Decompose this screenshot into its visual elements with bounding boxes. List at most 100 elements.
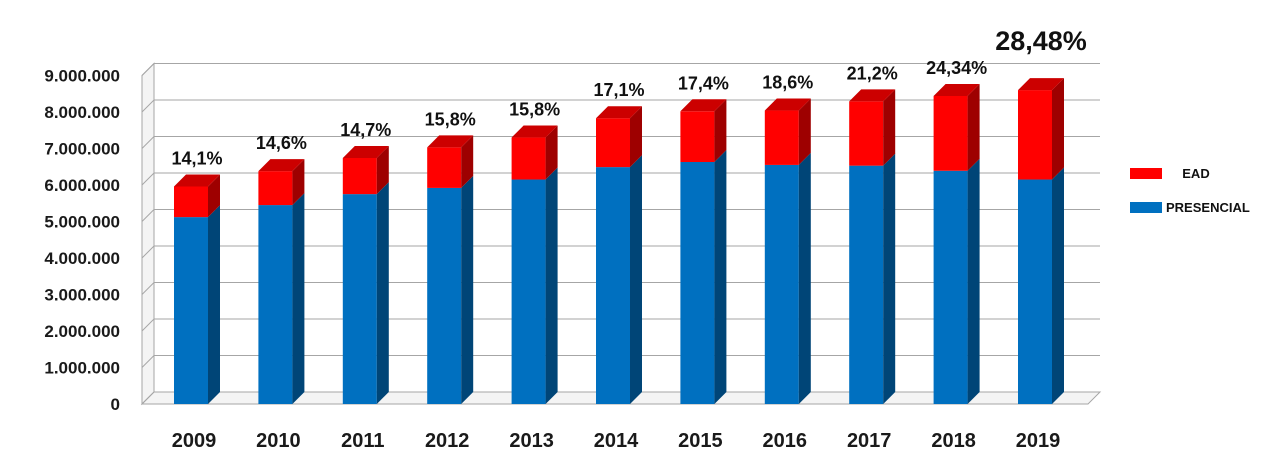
bar-front (511, 137, 546, 180)
bar-front (427, 147, 462, 188)
bar-front (933, 95, 968, 171)
bar-presencial-2009 (174, 205, 220, 404)
y-tick-label: 2.000.000 (44, 322, 120, 341)
y-tick-label: 9.000.000 (44, 67, 120, 86)
bar-side (630, 155, 642, 404)
gridline-depth (141, 172, 155, 186)
bar-front (680, 162, 715, 404)
legend-swatch-ead (1130, 168, 1162, 179)
bar-presencial-2011 (342, 182, 389, 404)
gridline-depth (141, 136, 155, 149)
bar-ead-2009 (174, 174, 220, 218)
bar-ead-2010 (258, 159, 305, 206)
gridline-depth (141, 99, 155, 113)
bar-front (174, 217, 208, 404)
y-tick-label: 5.000.000 (44, 213, 120, 232)
bar-ead-2019 (1018, 78, 1064, 180)
bar-top (764, 98, 811, 111)
data-label-2012: 15,8% (425, 109, 476, 129)
data-label-2015: 17,4% (678, 73, 729, 93)
side-wall (141, 62, 155, 406)
gridline-depth (141, 209, 155, 222)
bar-presencial-2010 (258, 193, 305, 404)
x-axis-tick-labels: 2009 2010 2011 2012 2013 2014 2015 2016 2017 2018… (172, 430, 1061, 452)
bar-top (174, 174, 220, 187)
x-tick-label-2018: 2018 (931, 430, 976, 452)
bar-side (714, 99, 727, 163)
x-tick-label-2014: 2014 (594, 430, 639, 452)
data-label-2019: 28,48% (995, 26, 1087, 56)
legend-label-ead: EAD (1182, 166, 1209, 181)
bar-front (258, 205, 293, 404)
bar-front (1018, 90, 1052, 180)
bar-side (208, 174, 220, 218)
bar-top (427, 135, 474, 148)
bar-presencial-2013 (511, 167, 558, 404)
bar-side (967, 83, 980, 171)
x-tick-label-2017: 2017 (847, 430, 892, 452)
legend-label-presencial: PRESENCIAL (1166, 200, 1250, 215)
bar-top (1018, 78, 1064, 91)
data-label-2010: 14,6% (256, 133, 307, 153)
data-label-2009: 14,1% (171, 148, 222, 168)
data-label-2011: 14,7% (340, 120, 391, 140)
x-tick-label-2015: 2015 (678, 430, 723, 452)
bar-side (798, 98, 811, 165)
bar-top (596, 106, 642, 119)
bar-front (342, 157, 377, 195)
bar-ead-2012 (427, 135, 474, 188)
gridline-depth (141, 63, 155, 76)
bar-ead-2018 (933, 83, 980, 171)
legend-swatch-presencial (1130, 202, 1162, 213)
bar-side (292, 193, 305, 404)
x-tick-label-2016: 2016 (763, 430, 808, 452)
bar-side (630, 106, 642, 168)
gridline-depth (141, 318, 155, 332)
bar-side (1052, 167, 1064, 404)
bar-side (292, 159, 305, 206)
bar-presencial-2019 (1018, 167, 1064, 404)
y-tick-label: 0 (111, 395, 120, 414)
bar-front (764, 164, 799, 404)
bar-top (680, 99, 727, 112)
bar-front (596, 167, 630, 404)
bar-front (596, 118, 630, 168)
bar-top (933, 83, 980, 96)
bars (174, 78, 1064, 404)
bar-ead-2016 (764, 98, 811, 165)
y-tick-label: 7.000.000 (44, 140, 120, 159)
data-label-2014: 17,1% (593, 80, 644, 100)
gridline-depth (141, 245, 155, 259)
bar-side (883, 153, 896, 404)
bar-presencial-2014 (596, 155, 642, 404)
bar-top (258, 159, 305, 172)
gridline-depth (141, 391, 155, 405)
data-label-2018: 24,34% (926, 58, 987, 78)
x-tick-label-2019: 2019 (1016, 430, 1061, 452)
y-tick-label: 3.000.000 (44, 286, 120, 305)
y-axis-tick-labels: 0 1.000.000 2.000.000 3.000.000 4.000.000 5.0… (44, 67, 120, 415)
bar-side (883, 89, 896, 166)
bar-top (849, 89, 896, 102)
y-tick-label: 6.000.000 (44, 176, 120, 195)
bar-side (714, 150, 727, 404)
bar-side (545, 125, 558, 180)
bar-side (1052, 78, 1064, 180)
data-label-2016: 18,6% (762, 73, 813, 93)
bar-ead-2011 (342, 145, 389, 195)
bar-front (849, 165, 884, 404)
bar-front (849, 101, 884, 166)
bar-ead-2014 (596, 106, 642, 168)
bar-side (376, 145, 389, 195)
bar-front (342, 194, 377, 404)
bar-front (764, 110, 799, 165)
legend: EAD PRESENCIAL (1130, 166, 1250, 215)
x-tick-label-2009: 2009 (172, 430, 217, 452)
bar-front (680, 111, 715, 163)
bar-front (933, 170, 968, 404)
bar-front (1018, 179, 1052, 404)
bar-presencial-2012 (427, 175, 474, 404)
y-tick-label: 8.000.000 (44, 103, 120, 122)
y-tick-label: 4.000.000 (44, 249, 120, 268)
